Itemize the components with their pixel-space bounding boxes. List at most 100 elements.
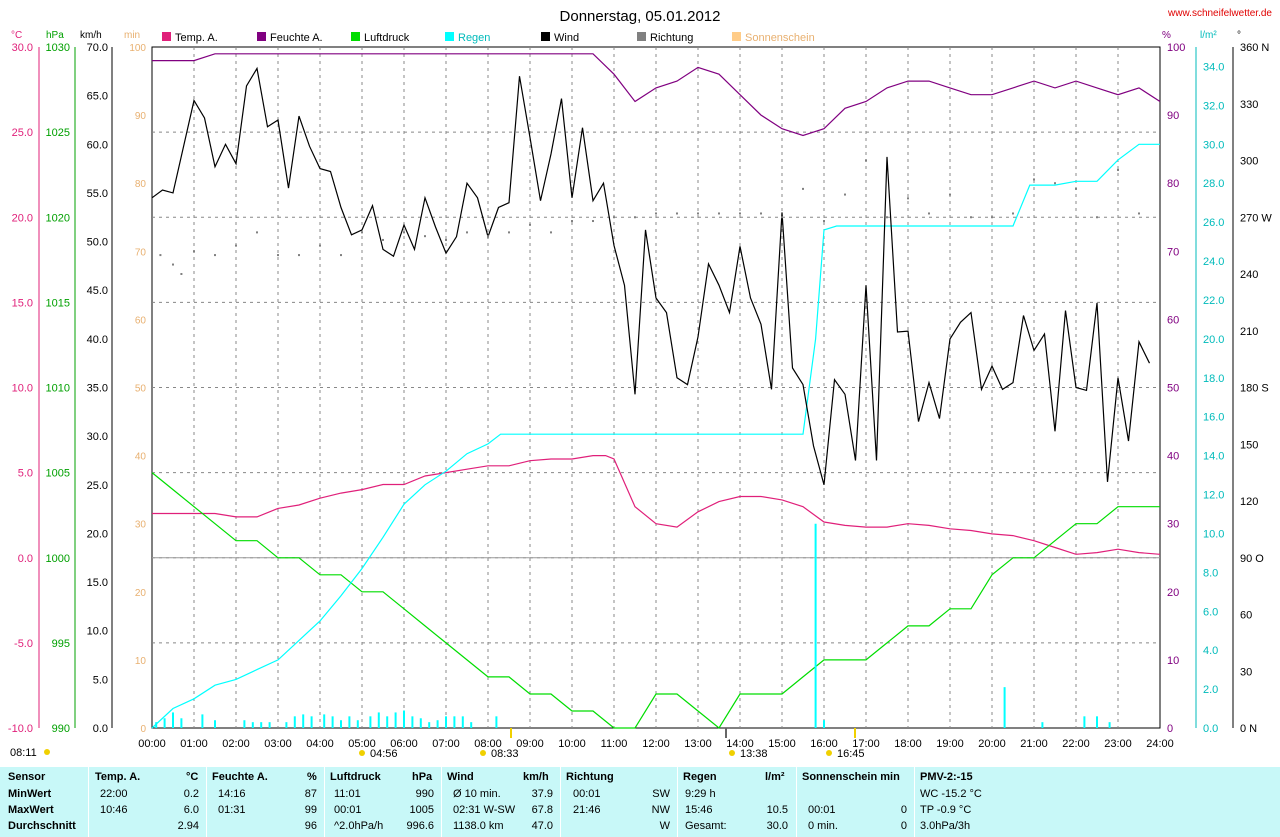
wind-tick-label: 30.0 bbox=[87, 431, 108, 443]
wind-tick-label: 45.0 bbox=[87, 285, 108, 297]
rain-tick-label: 6.0 bbox=[1203, 606, 1218, 618]
wind-tick-label: 40.0 bbox=[87, 334, 108, 346]
summary-header-rain-unit: l/m² bbox=[765, 771, 785, 783]
summary-rain-label: 9:29 h bbox=[685, 788, 716, 800]
rain-tick-label: 4.0 bbox=[1203, 645, 1218, 657]
sun-tick-label: 80 bbox=[135, 179, 147, 190]
humidity-tick-label: 60 bbox=[1167, 314, 1179, 326]
temp-tick-label: 0.0 bbox=[18, 553, 33, 565]
legend-swatch bbox=[541, 32, 550, 41]
direction-point bbox=[529, 223, 531, 226]
sun-tick-label: 20 bbox=[135, 588, 147, 599]
direction-point bbox=[1012, 212, 1014, 215]
time-tick-label: 24:00 bbox=[1146, 738, 1174, 750]
summary-humidity-time: 01:31 bbox=[218, 804, 246, 816]
summary-pmv-value: 3.0hPa/3h bbox=[920, 820, 971, 832]
summary-header-wind: Wind bbox=[447, 771, 474, 783]
direction-point bbox=[1138, 212, 1140, 215]
series-group bbox=[151, 53, 1161, 729]
time-tick-label: 10:00 bbox=[558, 738, 586, 750]
direction-tick-label: 360 N bbox=[1240, 42, 1269, 54]
temp-tick-label: 5.0 bbox=[18, 468, 33, 480]
sun-icon bbox=[826, 750, 832, 756]
time-tick-label: 05:00 bbox=[348, 738, 376, 750]
summary-humidity-value: 96 bbox=[304, 820, 317, 832]
rain-tick-label: 0.0 bbox=[1203, 723, 1218, 735]
direction-point bbox=[403, 231, 405, 234]
direction-point bbox=[739, 212, 741, 215]
summary-wind-label: 02:31 W-SW bbox=[453, 804, 516, 816]
time-tick-label: 12:00 bbox=[642, 738, 670, 750]
wind-tick-label: 70.0 bbox=[87, 42, 108, 54]
direction-point bbox=[676, 212, 678, 215]
summary-temp-value: 6.0 bbox=[183, 804, 199, 816]
summary-temp-time: 22:00 bbox=[100, 788, 128, 800]
summary-direction-time: 21:46 bbox=[573, 804, 601, 816]
chart-title: Donnerstag, 05.01.2012 bbox=[560, 8, 721, 25]
summary-header-temp-unit: °C bbox=[186, 771, 199, 783]
sun-tick-label: 90 bbox=[135, 111, 147, 122]
summary-header-sunshine: Sonnenschein min bbox=[802, 771, 900, 783]
direction-point bbox=[159, 254, 162, 257]
summary-pressure-time: ^2.0hPa/h bbox=[334, 820, 384, 832]
summary-temp-value: 2.94 bbox=[177, 820, 199, 832]
pressure-tick-label: 1015 bbox=[46, 297, 70, 309]
time-tick-label: 18:00 bbox=[894, 738, 922, 750]
legend-swatch bbox=[162, 32, 171, 41]
series-line bbox=[151, 143, 1160, 729]
wind-tick-label: 0.0 bbox=[93, 723, 108, 735]
rain-tick-label: 28.0 bbox=[1203, 178, 1224, 190]
humidity-tick-label: 70 bbox=[1167, 246, 1179, 258]
rain-tick-label: 16.0 bbox=[1203, 412, 1224, 424]
direction-point bbox=[1096, 216, 1098, 219]
rain-tick-label: 2.0 bbox=[1203, 684, 1218, 696]
legend-swatch bbox=[445, 32, 454, 41]
direction-point bbox=[1117, 168, 1119, 171]
summary-divider bbox=[88, 765, 89, 837]
summary-table: Sensor Temp. A. °C Feuchte A. % Luftdruc… bbox=[0, 765, 1280, 837]
event-label: 04:56 bbox=[370, 748, 398, 760]
summary-pressure-time: 00:01 bbox=[334, 804, 362, 816]
rain-tick-label: 20.0 bbox=[1203, 334, 1224, 346]
legend-label: Feuchte A. bbox=[270, 32, 323, 44]
sun-tick-label: 40 bbox=[135, 452, 147, 463]
time-tick-label: 15:00 bbox=[768, 738, 796, 750]
direction-point bbox=[382, 238, 384, 241]
legend-label: Luftdruck bbox=[364, 32, 410, 44]
rain-tick-label: 32.0 bbox=[1203, 100, 1224, 112]
series-line bbox=[151, 66, 1151, 485]
humidity-tick-label: 100 bbox=[1167, 42, 1185, 54]
rain-tick-label: 26.0 bbox=[1203, 217, 1224, 229]
time-tick-label: 16:00 bbox=[810, 738, 838, 750]
temp-tick-label: 30.0 bbox=[12, 42, 33, 54]
direction-point bbox=[760, 212, 762, 215]
direction-point bbox=[907, 197, 909, 200]
direction-point bbox=[655, 212, 657, 215]
summary-wind-label: 1138.0 km bbox=[453, 820, 504, 832]
direction-tick-label: 270 W bbox=[1240, 212, 1272, 224]
time-tick-label: 08:00 bbox=[474, 738, 502, 750]
direction-point bbox=[1033, 178, 1035, 181]
wind-tick-label: 15.0 bbox=[87, 577, 108, 589]
summary-divider bbox=[914, 765, 915, 837]
summary-direction-value: W bbox=[659, 820, 670, 832]
summary-humidity-value: 87 bbox=[304, 788, 317, 800]
time-tick-label: 06:00 bbox=[390, 738, 418, 750]
wind-tick-label: 25.0 bbox=[87, 480, 108, 492]
summary-top-border bbox=[0, 765, 1280, 767]
pressure-tick-label: 1005 bbox=[46, 468, 70, 480]
summary-pmv-value: WC -15.2 °C bbox=[920, 788, 982, 800]
direction-point bbox=[949, 193, 951, 196]
summary-pressure-time: 11:01 bbox=[334, 788, 361, 800]
summary-row-label: Durchschnitt bbox=[8, 820, 76, 832]
direction-point bbox=[487, 235, 489, 238]
direction-point bbox=[886, 216, 888, 219]
sun-tick-label: 100 bbox=[129, 43, 146, 54]
summary-pressure-value: 990 bbox=[415, 788, 434, 800]
rain-tick-label: 34.0 bbox=[1203, 61, 1224, 73]
event-label: 08:11 bbox=[10, 747, 37, 759]
legend-swatch bbox=[637, 32, 646, 41]
time-tick-label: 20:00 bbox=[978, 738, 1006, 750]
direction-point bbox=[571, 220, 573, 223]
time-tick-label: 22:00 bbox=[1062, 738, 1090, 750]
